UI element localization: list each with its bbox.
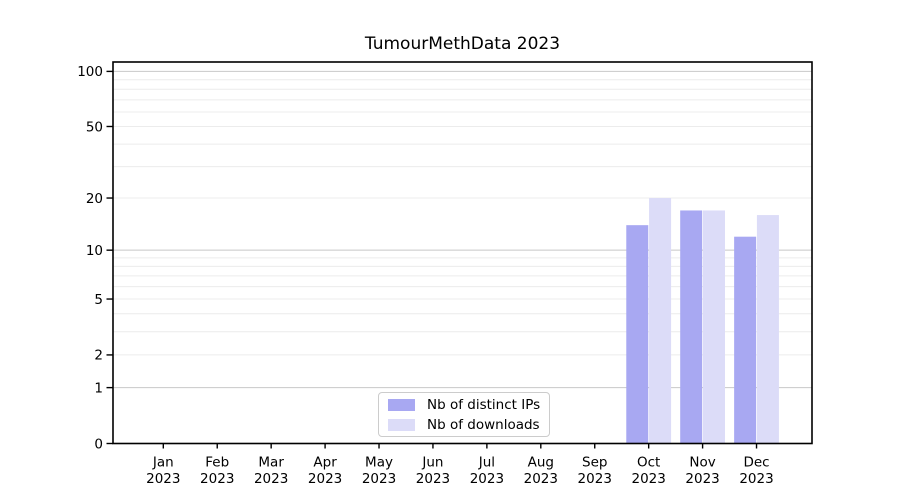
x-tick-label-year: 2023 (416, 471, 450, 487)
legend-item-downloads: Nb of downloads (388, 416, 549, 433)
legend-swatch-distinct-ips (388, 398, 415, 411)
legend-label-distinct-ips: Nb of distinct IPs (427, 396, 541, 413)
legend-swatch-downloads (388, 418, 415, 431)
x-axis-ticks: Jan2023Feb2023Mar2023Apr2023May2023Jun20… (146, 443, 774, 487)
x-tick-label-year: 2023 (631, 471, 665, 487)
x-tick-label-year: 2023 (362, 471, 396, 487)
y-tick-label: 100 (77, 64, 103, 80)
x-tick-label-month: Oct (637, 455, 660, 471)
x-tick-label-month: Feb (205, 455, 229, 471)
x-tick-label-year: 2023 (146, 471, 180, 487)
x-tick-label-year: 2023 (739, 471, 773, 487)
y-tick-label: 5 (94, 292, 103, 308)
chart-title: TumourMethData 2023 (364, 34, 561, 54)
x-tick-label-month: Aug (528, 455, 554, 471)
bar-dec-2023-downloads (756, 215, 779, 444)
x-tick-label-month: May (365, 455, 393, 471)
x-tick-label-year: 2023 (254, 471, 288, 487)
bars-distinct-ips (626, 210, 757, 444)
x-tick-label-month: Apr (313, 455, 337, 471)
x-tick-label-year: 2023 (685, 471, 719, 487)
bar-nov-2023-downloads (703, 210, 725, 444)
legend: Nb of distinct IPs Nb of downloads (378, 392, 550, 437)
legend-label-downloads: Nb of downloads (427, 416, 540, 433)
y-tick-label: 0 (94, 436, 103, 452)
y-tick-label: 10 (86, 243, 103, 259)
bars-downloads (649, 198, 779, 444)
y-minor-gridlines (113, 79, 812, 356)
bar-dec-2023-distinct-ips (734, 236, 757, 444)
x-tick-label-month: Sep (582, 455, 607, 471)
x-tick-label-year: 2023 (524, 471, 558, 487)
x-tick-label-year: 2023 (470, 471, 504, 487)
x-tick-label-month: Nov (689, 455, 715, 471)
bar-oct-2023-distinct-ips (626, 225, 649, 444)
plot-frame (112, 61, 813, 445)
x-tick-label-month: Mar (258, 455, 284, 471)
x-tick-label-month: Jul (478, 455, 495, 471)
x-tick-label-year: 2023 (200, 471, 234, 487)
bar-oct-2023-downloads (649, 198, 672, 444)
y-tick-label: 20 (86, 191, 103, 207)
legend-item-distinct-ips: Nb of distinct IPs (388, 396, 549, 413)
x-tick-label-month: Jun (421, 455, 443, 471)
bar-nov-2023-distinct-ips (680, 210, 703, 444)
y-tick-label: 1 (94, 380, 103, 396)
x-tick-label-month: Dec (743, 455, 769, 471)
x-tick-label-year: 2023 (308, 471, 342, 487)
x-tick-label-year: 2023 (578, 471, 612, 487)
y-tick-label: 50 (86, 119, 103, 135)
y-tick-label: 2 (94, 348, 103, 364)
y-axis-ticks: 0 1 2 5 10 20 50 100 (77, 64, 113, 452)
x-tick-label-month: Jan (152, 455, 174, 471)
